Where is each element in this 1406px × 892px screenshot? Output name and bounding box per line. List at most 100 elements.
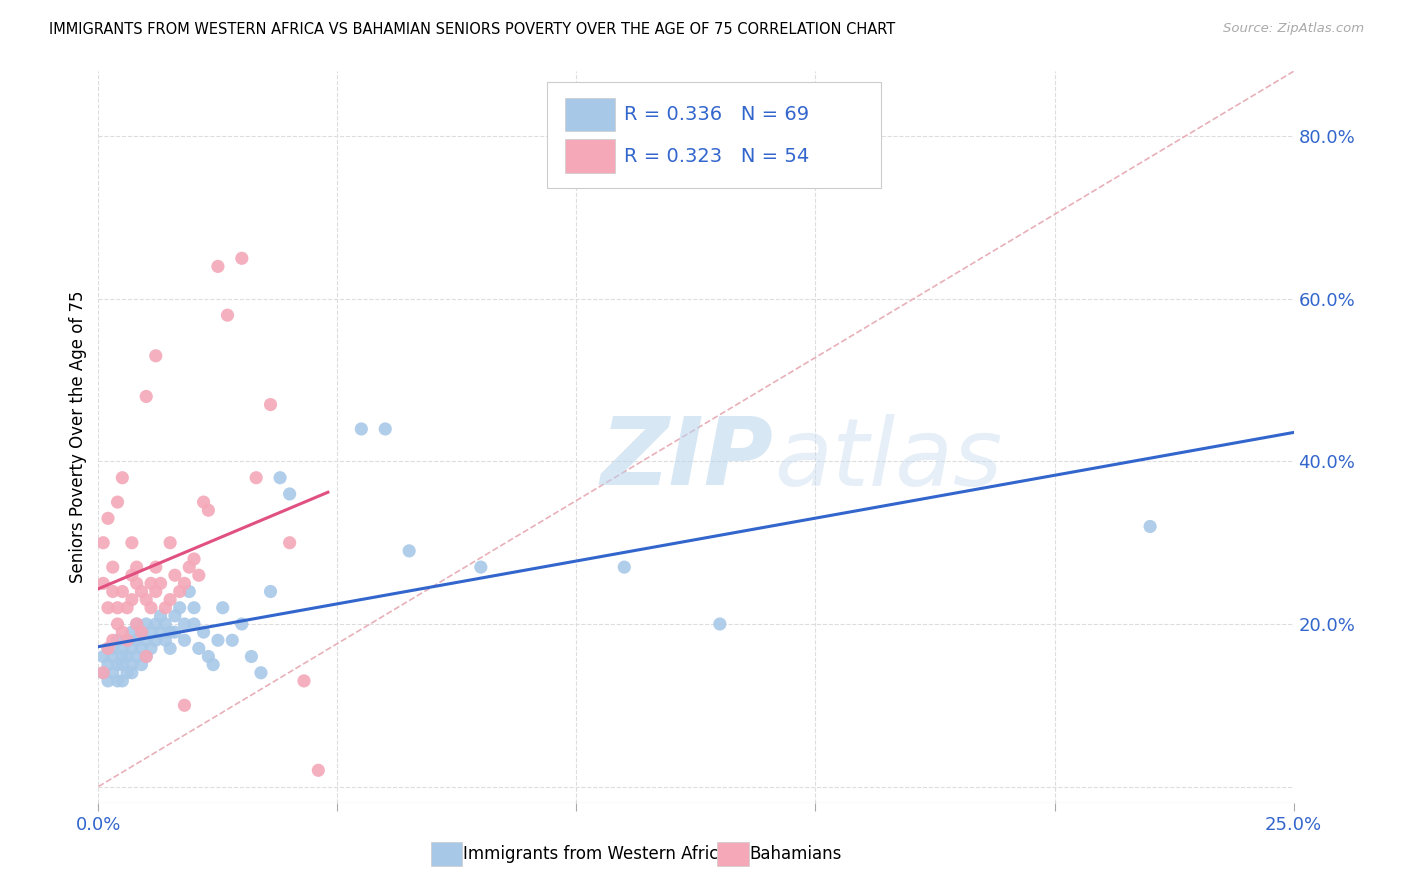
Point xyxy=(187,568,209,582)
Point xyxy=(173,576,195,591)
Point xyxy=(193,495,215,509)
Point xyxy=(374,422,396,436)
Point xyxy=(145,349,167,363)
Point xyxy=(155,633,177,648)
Point xyxy=(145,584,167,599)
Point xyxy=(231,252,253,266)
Text: Bahamians: Bahamians xyxy=(749,845,842,863)
Point xyxy=(91,535,114,549)
Point xyxy=(259,398,281,412)
Point xyxy=(221,633,243,648)
Point xyxy=(398,544,420,558)
Point xyxy=(145,633,167,648)
Point xyxy=(183,600,205,615)
Point xyxy=(278,487,301,501)
Point xyxy=(97,657,120,672)
Point xyxy=(111,673,134,688)
Point xyxy=(169,584,191,599)
Point xyxy=(97,641,120,656)
Point xyxy=(111,584,134,599)
Point xyxy=(179,560,201,574)
Point xyxy=(197,503,219,517)
Point xyxy=(173,698,195,713)
Point xyxy=(163,625,186,640)
Point xyxy=(169,600,191,615)
Point xyxy=(240,649,263,664)
Point xyxy=(107,633,129,648)
Point xyxy=(115,633,138,648)
Point xyxy=(121,657,143,672)
Point xyxy=(107,617,129,632)
Point xyxy=(183,552,205,566)
Point xyxy=(149,625,172,640)
Point xyxy=(139,641,162,656)
Point xyxy=(269,471,291,485)
Point xyxy=(91,649,114,664)
Text: R = 0.323   N = 54: R = 0.323 N = 54 xyxy=(624,146,810,166)
Point xyxy=(179,584,201,599)
Point xyxy=(278,535,301,549)
FancyBboxPatch shape xyxy=(547,82,882,188)
Point xyxy=(613,560,636,574)
Point xyxy=(115,633,138,648)
Point xyxy=(97,641,120,656)
Point xyxy=(292,673,315,688)
Y-axis label: Seniors Poverty Over the Age of 75: Seniors Poverty Over the Age of 75 xyxy=(69,291,87,583)
Point xyxy=(107,673,129,688)
FancyBboxPatch shape xyxy=(430,842,461,866)
Point xyxy=(121,625,143,640)
Point xyxy=(173,633,195,648)
Point xyxy=(91,665,114,680)
Point xyxy=(135,592,157,607)
Point xyxy=(159,641,181,656)
Point xyxy=(139,600,162,615)
Point xyxy=(121,641,143,656)
Point xyxy=(121,665,143,680)
Point xyxy=(131,625,153,640)
Point xyxy=(155,600,177,615)
Point xyxy=(121,535,143,549)
Point xyxy=(101,641,124,656)
Point xyxy=(131,625,153,640)
Point xyxy=(202,657,225,672)
Point xyxy=(97,511,120,525)
Text: ZIP: ZIP xyxy=(600,413,773,505)
Point xyxy=(111,471,134,485)
Point xyxy=(259,584,281,599)
Point xyxy=(217,308,239,322)
Point xyxy=(149,608,172,623)
Point xyxy=(125,617,148,632)
Point xyxy=(135,389,157,403)
Point xyxy=(1139,519,1161,533)
Point xyxy=(245,471,267,485)
Point xyxy=(125,617,148,632)
Point xyxy=(307,764,329,778)
Point xyxy=(107,657,129,672)
Point xyxy=(470,560,492,574)
Point xyxy=(135,633,157,648)
Text: atlas: atlas xyxy=(773,414,1002,505)
Point xyxy=(111,625,134,640)
Point xyxy=(163,608,186,623)
Point xyxy=(115,600,138,615)
Point xyxy=(139,625,162,640)
Point xyxy=(111,649,134,664)
Point xyxy=(91,576,114,591)
Point xyxy=(231,617,253,632)
Point xyxy=(121,592,143,607)
Point xyxy=(97,600,120,615)
Point xyxy=(197,649,219,664)
Point xyxy=(250,665,273,680)
Point xyxy=(159,592,181,607)
Point xyxy=(709,617,731,632)
Point xyxy=(115,665,138,680)
Point xyxy=(187,641,209,656)
Point xyxy=(350,422,373,436)
Point xyxy=(159,535,181,549)
Point xyxy=(135,617,157,632)
Point xyxy=(107,600,129,615)
Text: IMMIGRANTS FROM WESTERN AFRICA VS BAHAMIAN SENIORS POVERTY OVER THE AGE OF 75 CO: IMMIGRANTS FROM WESTERN AFRICA VS BAHAMI… xyxy=(49,22,896,37)
Point xyxy=(125,649,148,664)
Point xyxy=(97,673,120,688)
Text: Immigrants from Western Africa: Immigrants from Western Africa xyxy=(463,845,728,863)
